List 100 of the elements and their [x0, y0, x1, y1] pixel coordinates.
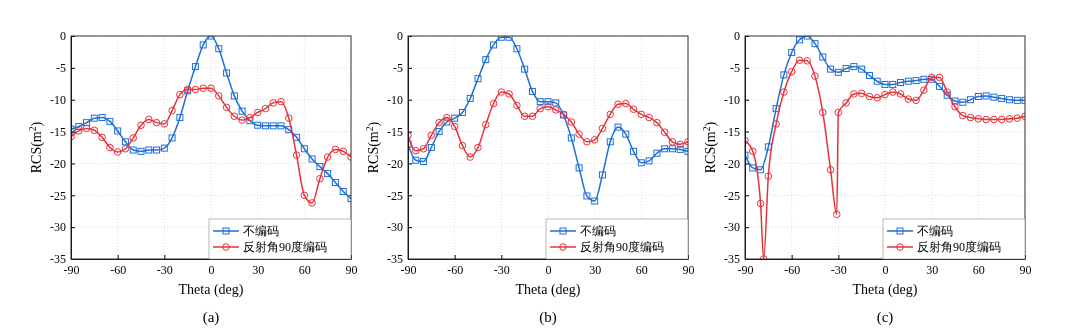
point	[920, 75, 928, 83]
point	[832, 210, 841, 219]
point	[827, 65, 835, 73]
point	[567, 118, 576, 126]
legend-label: 反射角90度编码	[243, 240, 327, 254]
point	[482, 56, 490, 64]
point	[811, 72, 819, 80]
point	[466, 94, 474, 102]
point	[1005, 115, 1014, 123]
point	[780, 71, 788, 79]
point	[420, 158, 428, 166]
point	[598, 124, 607, 133]
point	[450, 122, 459, 131]
point	[865, 92, 874, 101]
point	[637, 110, 646, 119]
point	[622, 130, 630, 138]
point	[137, 121, 145, 129]
line-series	[71, 84, 351, 207]
x-tick-label: 90	[682, 262, 695, 277]
x-tick-label: 0	[545, 262, 552, 277]
point	[106, 143, 114, 152]
point	[137, 147, 145, 155]
point	[230, 92, 238, 100]
point	[129, 146, 137, 154]
point	[788, 49, 796, 57]
point	[676, 140, 685, 149]
point	[168, 134, 176, 142]
y-tick-label: 0	[397, 29, 403, 44]
x-tick-label: -30	[830, 262, 847, 277]
point	[513, 45, 521, 53]
point	[889, 80, 897, 88]
point	[90, 126, 99, 135]
point	[339, 187, 347, 195]
point	[997, 115, 1006, 124]
x-tick-label: -30	[493, 262, 510, 277]
y-tick-label: -30	[50, 220, 66, 235]
y-tick-label: -35	[50, 252, 66, 267]
point	[606, 138, 614, 146]
point	[75, 122, 83, 130]
point	[958, 111, 967, 120]
point	[583, 192, 591, 200]
point	[284, 114, 293, 122]
point	[974, 115, 983, 123]
point	[544, 102, 552, 111]
point	[427, 131, 436, 140]
point	[967, 96, 975, 104]
point	[458, 108, 466, 116]
point	[974, 93, 982, 101]
text: (c)	[876, 309, 894, 326]
x-tick-label: -60	[447, 262, 464, 277]
point	[474, 143, 482, 152]
x-tick-label: -30	[156, 262, 173, 277]
y-tick-label: -15	[724, 124, 740, 139]
point	[826, 166, 835, 174]
point	[144, 115, 153, 124]
point	[575, 164, 583, 172]
point	[591, 197, 599, 205]
point	[98, 133, 106, 142]
point	[567, 134, 575, 142]
point	[819, 53, 827, 61]
point	[481, 120, 490, 129]
point	[261, 104, 270, 113]
y-tick-label: -10	[387, 93, 403, 108]
y-tick-label: -30	[387, 220, 403, 235]
point	[834, 108, 843, 117]
point	[583, 137, 591, 146]
point	[998, 94, 1006, 102]
point	[411, 146, 420, 155]
point	[300, 191, 309, 200]
x-tick-label: -60	[784, 262, 801, 277]
y-tick-label: -35	[724, 252, 740, 267]
point	[645, 157, 653, 165]
point	[881, 80, 889, 88]
point	[277, 97, 285, 106]
y-tick-label: -30	[724, 220, 740, 235]
point	[153, 146, 161, 154]
point	[293, 133, 301, 141]
point	[661, 145, 669, 153]
point	[191, 85, 200, 94]
point	[536, 104, 545, 113]
point	[246, 113, 254, 122]
point	[818, 108, 827, 117]
y-tick-label: -20	[387, 156, 403, 171]
point	[199, 41, 207, 49]
point	[834, 68, 842, 76]
legend-label: 不编码	[580, 224, 616, 238]
point	[614, 100, 622, 108]
point	[959, 98, 967, 106]
point	[528, 87, 536, 95]
point	[811, 40, 819, 48]
point	[966, 113, 975, 122]
point	[497, 88, 506, 96]
point	[176, 90, 184, 99]
point	[443, 118, 451, 126]
point	[74, 127, 83, 135]
y-tick-label: -20	[50, 156, 66, 171]
point	[990, 115, 998, 124]
point	[668, 145, 676, 153]
point	[544, 98, 552, 106]
legend-label: 反射角90度编码	[580, 240, 664, 254]
